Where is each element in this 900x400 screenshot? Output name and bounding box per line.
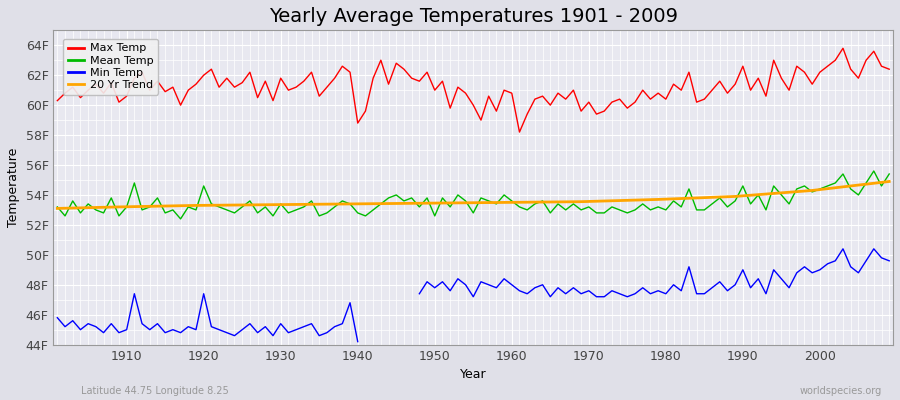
Text: Latitude 44.75 Longitude 8.25: Latitude 44.75 Longitude 8.25 [81, 386, 229, 396]
Text: worldspecies.org: worldspecies.org [800, 386, 882, 396]
Legend: Max Temp, Mean Temp, Min Temp, 20 Yr Trend: Max Temp, Mean Temp, Min Temp, 20 Yr Tre… [63, 39, 158, 94]
X-axis label: Year: Year [460, 368, 487, 381]
Title: Yearly Average Temperatures 1901 - 2009: Yearly Average Temperatures 1901 - 2009 [269, 7, 678, 26]
Y-axis label: Temperature: Temperature [7, 148, 20, 227]
